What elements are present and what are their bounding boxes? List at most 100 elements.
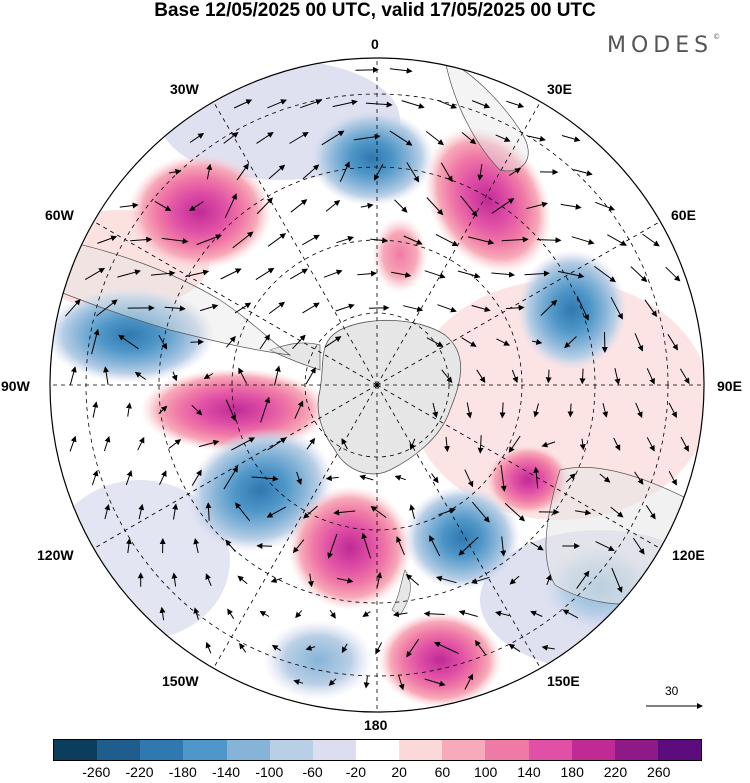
wind-vector — [667, 334, 679, 351]
colorbar-swatch — [355, 740, 400, 760]
lon-label-120e: 120E — [672, 547, 705, 563]
wind-vector — [557, 270, 585, 279]
wind-vector — [159, 470, 167, 486]
wind-vector — [359, 474, 374, 481]
wind-vector — [433, 641, 459, 654]
wind-vector — [440, 162, 453, 183]
meridian-line — [376, 384, 661, 549]
wind-vector — [645, 505, 656, 520]
wind-vector — [579, 438, 586, 451]
wind-vector — [541, 441, 556, 448]
wind-vector — [391, 271, 412, 278]
wind-vector — [307, 573, 314, 588]
wind-vector — [357, 270, 377, 277]
wind-vector — [491, 271, 515, 278]
wind-vector — [69, 435, 77, 452]
wind-vector — [504, 502, 526, 522]
wind-vector — [118, 334, 139, 350]
wind-vector — [540, 299, 558, 316]
wind-vector — [193, 607, 200, 620]
wind-vector — [223, 466, 239, 490]
wind-vector — [477, 435, 484, 454]
wind-vector — [206, 163, 213, 180]
wind-vector — [432, 402, 439, 418]
wind-vector — [336, 235, 354, 244]
wind-vector — [668, 470, 677, 486]
wind-vector — [355, 66, 379, 73]
wind-vector — [426, 337, 444, 347]
wind-vector — [426, 197, 444, 216]
wind-vector — [171, 371, 178, 382]
wind-vector — [396, 536, 405, 556]
lon-label-180: 180 — [364, 717, 388, 733]
wind-vector — [104, 504, 111, 520]
wind-vector — [268, 164, 286, 180]
map-disk — [50, 58, 704, 712]
colorbar-tick-label: 140 — [517, 764, 541, 780]
wind-vector — [564, 336, 577, 349]
wind-vector — [154, 200, 172, 212]
wind-vector — [431, 473, 439, 484]
colorbar-tick-label: 20 — [391, 764, 407, 780]
wind-vector — [499, 402, 506, 419]
wind-vector — [323, 269, 343, 278]
wind-vector — [158, 405, 168, 414]
colorbar-tick-label: 100 — [473, 764, 498, 780]
wind-vector — [130, 236, 153, 243]
wind-vector — [267, 99, 287, 109]
wind-vector — [614, 367, 621, 385]
colorbar-swatch — [614, 740, 658, 760]
colorbar-swatch — [140, 740, 184, 760]
wind-vector — [565, 473, 576, 483]
wind-vector — [203, 373, 214, 380]
meridian-line — [213, 101, 378, 386]
colorbar-tick-label: -260 — [82, 764, 111, 780]
wind-vector — [290, 199, 308, 213]
wind-vector — [259, 334, 270, 350]
wind-vector — [406, 162, 420, 183]
wind-vector — [198, 439, 220, 448]
wind-vector — [545, 369, 552, 384]
wind-vector — [406, 639, 420, 658]
wind-vector — [260, 396, 271, 423]
wind-vector — [435, 233, 459, 247]
wind-vector — [271, 644, 281, 652]
wind-vector — [613, 437, 621, 451]
wind-vector — [295, 610, 303, 619]
wind-vector — [293, 679, 304, 685]
wind-vector — [524, 270, 550, 277]
wind-vector — [303, 505, 318, 519]
colorbar-tick-label: -220 — [125, 764, 154, 780]
wind-vector — [91, 328, 100, 355]
wind-vector — [255, 267, 275, 281]
wind-vector — [199, 303, 219, 312]
wind-vector — [394, 475, 406, 481]
wind-vector — [476, 369, 486, 384]
wind-vector — [227, 608, 235, 619]
wind-vector — [461, 132, 477, 145]
wind-vector — [353, 133, 381, 141]
anomaly-pos-30e — [424, 126, 552, 274]
south-america — [54, 239, 292, 356]
wind-vector — [528, 135, 546, 142]
colorbar-tick-label: -100 — [255, 764, 284, 780]
logo-text: MODES — [607, 33, 714, 58]
wind-vector — [595, 201, 616, 211]
wind-vector — [610, 506, 624, 518]
wind-vector — [579, 368, 586, 385]
wind-vector — [409, 504, 416, 520]
wind-vector — [642, 233, 660, 247]
lon-label-0: 0 — [371, 36, 379, 52]
wind-vector — [256, 197, 273, 215]
wind-vector — [302, 234, 320, 246]
wind-vector — [238, 367, 248, 384]
wind-vector — [274, 365, 281, 386]
colorbar-tick-label: -20 — [345, 764, 366, 780]
wind-vector — [435, 575, 457, 584]
wind-vector — [599, 473, 611, 483]
wind-vector — [665, 266, 681, 282]
wind-vector — [370, 505, 387, 518]
wind-vector — [103, 436, 111, 452]
wind-vector — [443, 436, 450, 453]
